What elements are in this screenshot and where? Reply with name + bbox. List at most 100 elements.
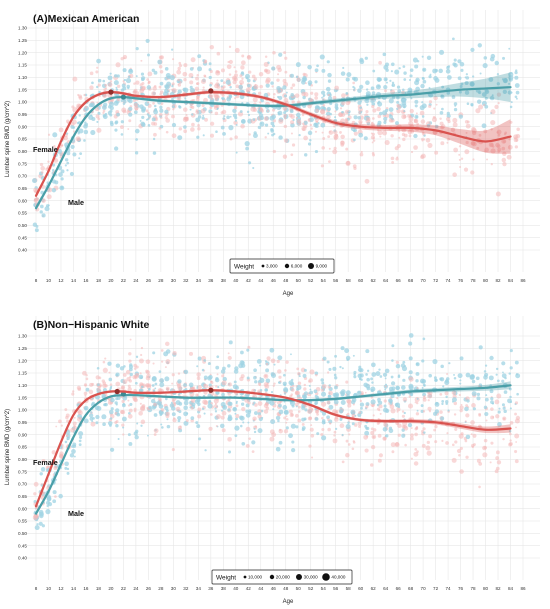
- female-point: [357, 424, 362, 429]
- female-point: [372, 428, 377, 432]
- male-point: [353, 373, 356, 376]
- female-point: [403, 114, 407, 119]
- x-tick-label: 86: [520, 278, 526, 283]
- male-point: [296, 388, 300, 391]
- female-point: [390, 156, 395, 161]
- male-point: [207, 403, 213, 409]
- female-point: [333, 136, 338, 141]
- female-point: [159, 93, 162, 96]
- male-point: [171, 105, 175, 109]
- male-point: [326, 106, 331, 112]
- male-point: [356, 390, 362, 396]
- male-point: [220, 409, 224, 412]
- male-point: [78, 431, 84, 437]
- female-point: [134, 375, 137, 379]
- female-point: [188, 72, 194, 78]
- male-point: [229, 86, 232, 89]
- female-point: [177, 78, 180, 82]
- male-point: [309, 139, 312, 142]
- female-point: [129, 375, 132, 379]
- female-point: [140, 419, 146, 425]
- male-point: [148, 388, 151, 391]
- male-point: [253, 411, 258, 416]
- male-point: [214, 410, 218, 413]
- female-point: [382, 436, 387, 441]
- male-point: [129, 372, 133, 377]
- female-point: [396, 407, 401, 412]
- male-point: [483, 370, 487, 373]
- male-point: [109, 447, 115, 452]
- male-point: [351, 399, 356, 405]
- female-point: [352, 441, 356, 444]
- male-point: [116, 412, 121, 417]
- male-point: [71, 445, 74, 448]
- female-point: [115, 381, 121, 387]
- male-point: [440, 416, 445, 421]
- female-point: [53, 466, 58, 471]
- female-point: [321, 384, 327, 389]
- female-point: [265, 406, 270, 410]
- male-point: [34, 525, 40, 531]
- female-point: [452, 172, 457, 178]
- male-point: [326, 60, 330, 64]
- male-point: [397, 374, 401, 377]
- male-point: [357, 412, 362, 418]
- female-point: [301, 113, 305, 117]
- female-point: [289, 394, 293, 398]
- female-point: [122, 379, 128, 385]
- male-point: [202, 134, 205, 137]
- male-point: [83, 405, 89, 411]
- male-point: [459, 379, 462, 382]
- legend-size-dot: [284, 263, 290, 269]
- x-tick-label: 16: [83, 278, 89, 283]
- female-point: [307, 409, 313, 414]
- male-point: [183, 420, 189, 426]
- y-tick-label: 1.20: [18, 358, 27, 363]
- male-point: [384, 377, 387, 380]
- male-point: [222, 366, 226, 371]
- female-point: [215, 414, 221, 420]
- male-point: [235, 151, 238, 154]
- female-point: [334, 415, 339, 420]
- female-point: [128, 359, 132, 363]
- male-point: [171, 48, 174, 51]
- female-point: [407, 403, 414, 409]
- male-point: [203, 359, 207, 362]
- x-tick-label: 48: [283, 586, 289, 591]
- female-point: [283, 51, 287, 55]
- male-point: [229, 115, 232, 118]
- female-point: [177, 425, 182, 430]
- male-point: [107, 75, 113, 81]
- female-point: [460, 157, 464, 160]
- male-point: [514, 95, 518, 99]
- male-point: [270, 81, 274, 85]
- x-tick-label: 62: [371, 586, 377, 591]
- male-point: [372, 69, 376, 73]
- female-point: [310, 127, 313, 130]
- male-point: [488, 375, 494, 381]
- female-curve-label: Female: [33, 145, 58, 154]
- male-point: [196, 135, 200, 139]
- female-point: [153, 402, 157, 407]
- female-point: [315, 373, 318, 377]
- female-point: [321, 131, 324, 134]
- y-tick-label: 0.95: [18, 420, 27, 425]
- male-point: [177, 135, 183, 141]
- female-point: [384, 89, 388, 93]
- female-point: [333, 146, 337, 150]
- male-point: [102, 422, 106, 427]
- female-point: [221, 380, 227, 386]
- female-point: [516, 127, 520, 132]
- male-point: [272, 124, 275, 128]
- female-point: [290, 413, 294, 417]
- female-point: [159, 90, 164, 94]
- x-tick-label: 46: [271, 278, 277, 283]
- female-point: [200, 108, 206, 114]
- male-point: [282, 381, 287, 386]
- legend-size-dot: [322, 573, 330, 581]
- male-point: [498, 407, 501, 410]
- male-point: [439, 49, 445, 55]
- male-point: [314, 80, 318, 84]
- y-tick-label: 0.50: [18, 531, 27, 536]
- female-point: [459, 165, 462, 168]
